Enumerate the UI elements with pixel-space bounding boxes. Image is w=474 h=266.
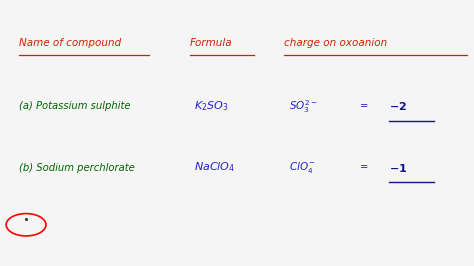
Text: $SO_3^{2-}$: $SO_3^{2-}$ xyxy=(289,98,318,115)
Text: $\mathbf{-2}$: $\mathbf{-2}$ xyxy=(389,100,407,113)
Text: $ClO_4^{-}$: $ClO_4^{-}$ xyxy=(289,160,316,175)
Text: =: = xyxy=(360,163,369,173)
Text: $\mathit{NaClO}_4$: $\mathit{NaClO}_4$ xyxy=(194,161,236,174)
Text: Name of compound: Name of compound xyxy=(19,38,121,48)
Text: =: = xyxy=(360,101,369,111)
Text: $\mathbf{-1}$: $\mathbf{-1}$ xyxy=(389,161,407,174)
Text: Formula: Formula xyxy=(190,38,232,48)
Text: (a) Potassium sulphite: (a) Potassium sulphite xyxy=(19,101,130,111)
Text: charge on oxoanion: charge on oxoanion xyxy=(284,38,388,48)
Text: (b) Sodium perchlorate: (b) Sodium perchlorate xyxy=(19,163,135,173)
Text: $\mathit{K}_2\mathit{SO}_3$: $\mathit{K}_2\mathit{SO}_3$ xyxy=(194,99,229,113)
